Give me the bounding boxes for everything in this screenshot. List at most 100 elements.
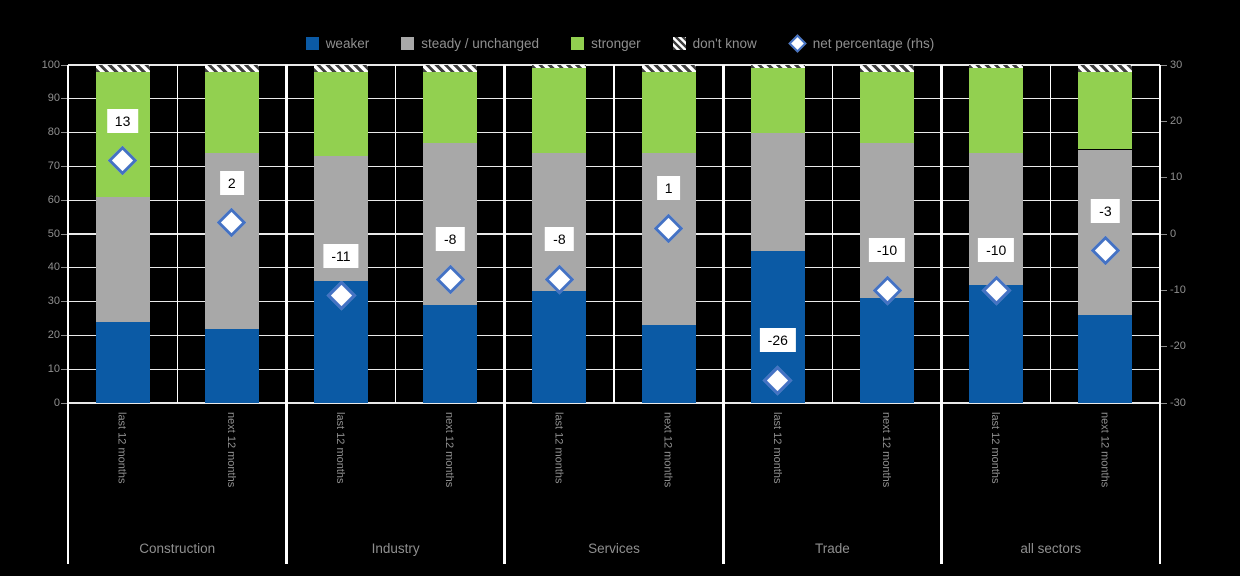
segment-dont-know xyxy=(532,65,587,69)
segment-steady-unchanged xyxy=(95,196,150,322)
left-axis-tick-label: 50 xyxy=(47,227,60,240)
segment-dont-know xyxy=(204,65,259,72)
group-separator xyxy=(1158,65,1162,564)
legend-item-steady-unchanged: steady / unchanged xyxy=(401,36,539,51)
segment-steady-unchanged xyxy=(969,152,1024,285)
left-axis-tick-mark xyxy=(61,334,68,336)
segment-weaker xyxy=(860,298,914,403)
net-percentage-label: -10 xyxy=(868,238,906,263)
segment-weaker xyxy=(1078,315,1133,403)
left-axis-tick-mark xyxy=(61,368,68,370)
legend-swatch-square xyxy=(401,36,415,50)
left-axis-tick-mark xyxy=(61,301,68,303)
net-percentage-diamond-icon xyxy=(788,33,807,53)
net-percentage-label: 2 xyxy=(219,170,244,195)
segment-dont-know xyxy=(641,65,696,72)
legend-label: net percentage (rhs) xyxy=(812,35,935,51)
segment-dont-know xyxy=(969,65,1024,69)
left-axis-tick-mark xyxy=(61,165,68,167)
x-tick-label: next 12 months xyxy=(224,412,237,488)
segment-stronger xyxy=(750,68,805,133)
right-axis-tick-mark xyxy=(1160,402,1167,404)
segment-dont-know xyxy=(423,65,478,72)
segment-dont-know xyxy=(95,65,150,72)
gridline-vertical xyxy=(176,65,178,403)
x-tick-label: last 12 months xyxy=(334,412,346,484)
group-separator xyxy=(940,65,943,564)
net-percentage-label: -3 xyxy=(1091,198,1120,223)
right-axis-tick-mark xyxy=(1160,233,1167,235)
x-group-label: Services xyxy=(588,541,640,556)
x-axis-line xyxy=(68,402,1160,404)
right-axis-tick-mark xyxy=(1160,120,1167,122)
x-tick-label: next 12 months xyxy=(443,412,456,488)
right-axis-tick-label: 20 xyxy=(1170,114,1183,127)
gridline-vertical xyxy=(613,65,615,403)
segment-weaker xyxy=(641,325,696,403)
net-percentage-label: -11 xyxy=(323,243,359,268)
left-axis-tick-label: 30 xyxy=(47,295,60,308)
segment-stronger xyxy=(860,71,914,143)
net-percentage-label: -26 xyxy=(759,328,796,353)
left-axis-tick-mark xyxy=(61,233,68,235)
segment-stronger xyxy=(314,71,368,157)
legend-label: stronger xyxy=(591,35,641,51)
legend-item-stronger: stronger xyxy=(571,36,641,51)
net-percentage-label: 1 xyxy=(656,176,681,201)
right-axis-tick-label: 30 xyxy=(1170,58,1183,71)
legend-label: weaker xyxy=(325,35,370,51)
net-percentage-label: -8 xyxy=(545,227,574,252)
x-group-label: Construction xyxy=(139,541,216,556)
right-axis-tick-mark xyxy=(1160,64,1167,66)
chart-legend: weaker steady / unchanged stronger don't kn… xyxy=(70,30,1170,56)
left-axis-tick-label: 90 xyxy=(47,92,60,105)
gridline-vertical xyxy=(831,65,834,403)
left-axis-tick-label: 40 xyxy=(47,261,60,274)
group-separator xyxy=(721,65,725,564)
legend-label: don't know xyxy=(692,35,757,51)
x-group-label: Trade xyxy=(815,541,850,556)
net-percentage-label: -8 xyxy=(435,227,465,252)
left-axis-tick-mark xyxy=(61,132,68,134)
gridline-vertical xyxy=(1050,65,1052,403)
segment-stronger xyxy=(532,68,587,153)
segment-steady-unchanged xyxy=(1078,149,1133,316)
gridline-horizontal xyxy=(68,64,1160,66)
legend-swatch-square xyxy=(571,36,585,50)
group-separator xyxy=(503,65,507,564)
legend-label: steady / unchanged xyxy=(421,35,540,51)
left-axis-tick-mark xyxy=(61,199,68,201)
legend-swatch-square xyxy=(305,36,319,50)
segment-dont-know xyxy=(314,65,368,72)
left-axis-tick-label: 100 xyxy=(41,58,60,71)
right-axis-tick-label: 0 xyxy=(1170,227,1177,240)
segment-stronger xyxy=(1078,71,1133,150)
right-axis-tick-label: -20 xyxy=(1170,340,1186,353)
left-axis-tick-mark xyxy=(61,402,68,404)
net-percentage-label: 13 xyxy=(106,108,139,133)
x-tick-label: last 12 months xyxy=(115,412,128,484)
segment-dont-know xyxy=(1078,65,1133,72)
left-axis-tick-mark xyxy=(61,64,68,66)
segment-weaker xyxy=(532,291,587,403)
segment-steady-unchanged xyxy=(750,132,805,251)
left-axis-tick-mark xyxy=(61,267,68,269)
x-tick-label: next 12 months xyxy=(661,412,674,488)
segment-weaker xyxy=(95,321,150,403)
x-group-label: all sectors xyxy=(1020,541,1082,556)
segment-weaker xyxy=(204,328,259,403)
right-axis-tick-mark xyxy=(1160,289,1167,291)
legend-swatch-hatch xyxy=(672,36,686,50)
right-axis-tick-label: -30 xyxy=(1170,396,1186,409)
segment-stronger xyxy=(423,71,478,143)
segment-weaker xyxy=(423,304,478,403)
x-group-label: Industry xyxy=(371,541,420,556)
left-axis-tick-label: 10 xyxy=(47,362,60,375)
legend-item-net-percentage-rhs-: net percentage (rhs) xyxy=(788,33,935,53)
left-axis-tick-label: 60 xyxy=(47,193,60,206)
net-percentage-label: -10 xyxy=(978,238,1015,263)
gridline-vertical xyxy=(394,65,397,403)
left-axis-tick-label: 70 xyxy=(47,159,60,172)
x-tick-label: next 12 months xyxy=(1098,412,1111,488)
